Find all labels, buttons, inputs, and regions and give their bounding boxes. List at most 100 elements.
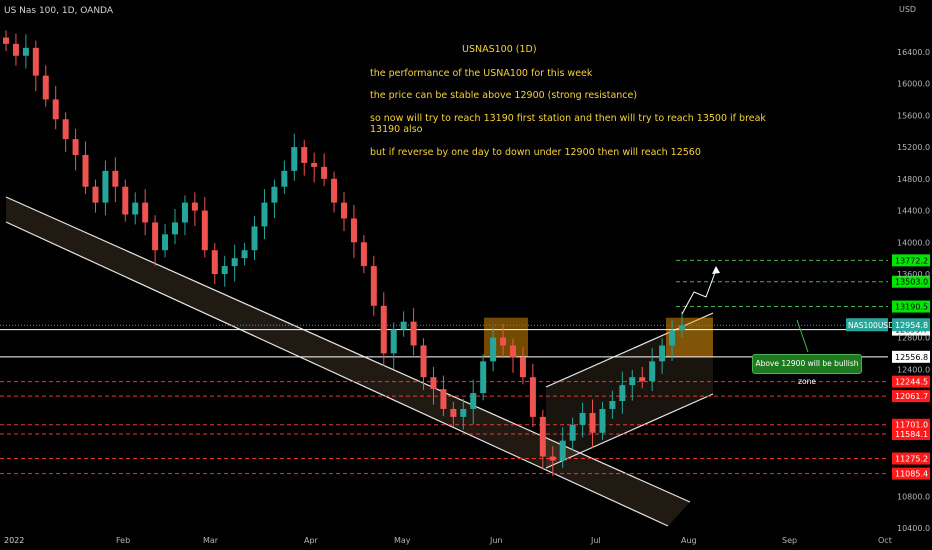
- candle-body-63: [629, 377, 636, 386]
- level-label-1: 13503.0: [895, 278, 928, 287]
- x-tick-5: Jun: [489, 536, 503, 545]
- level-label-8: 11584.1: [895, 430, 928, 439]
- candle-body-0: [3, 37, 9, 44]
- level-tag-0: [892, 254, 930, 267]
- level-label-7: 11701.0: [895, 421, 928, 430]
- level-tag-2: [892, 300, 930, 313]
- y-tick-9: 15600.0: [897, 111, 930, 120]
- candle-body-48: [480, 361, 487, 394]
- descending-channel-lower: [5, 221, 669, 527]
- symbol-header: US Nas 100, 1D, OANDA: [4, 6, 113, 16]
- x-tick-6: Jul: [590, 536, 601, 545]
- y-axis-currency: USD: [899, 5, 916, 14]
- x-tick-9: Oct: [878, 536, 892, 545]
- level-label-10: 11085.4: [895, 470, 928, 479]
- candle-body-20: [201, 210, 208, 251]
- candle-body-35: [350, 218, 357, 243]
- candle-body-53: [529, 377, 536, 417]
- y-tick-8: 15200.0: [897, 143, 930, 152]
- candle-body-24: [241, 250, 248, 259]
- y-tick-4: 13600.0: [897, 270, 930, 279]
- level-tag-8: [892, 428, 930, 441]
- candle-body-7: [72, 139, 79, 155]
- x-tick-3: Apr: [304, 536, 319, 545]
- candle-body-57: [569, 424, 576, 441]
- x-tick-2: Mar: [203, 536, 219, 545]
- candle-body-5: [52, 99, 59, 120]
- annotation-line-2: the price can be stable above 12900 (str…: [370, 90, 638, 101]
- candle-body-49: [490, 337, 497, 362]
- candle-body-55: [549, 456, 556, 461]
- level-label-0: 13772.2: [895, 256, 928, 265]
- descending-channel-upper: [5, 196, 691, 503]
- candle-body-62: [619, 385, 626, 402]
- candle-body-46: [460, 408, 467, 417]
- candle-body-16: [162, 234, 169, 251]
- level-tag-5: [892, 375, 930, 388]
- level-tag-4: [892, 350, 930, 363]
- candle-body-32: [321, 166, 328, 179]
- level-label-6: 12061.7: [895, 392, 928, 401]
- candle-body-18: [181, 202, 188, 223]
- x-tick-0: 2022: [4, 536, 24, 545]
- level-label-5: 12244.5: [895, 378, 928, 387]
- candle-body-2: [22, 47, 29, 56]
- candle-body-47: [470, 393, 477, 409]
- candle-body-64: [639, 377, 646, 382]
- candle-body-68: [679, 325, 685, 331]
- candle-body-44: [440, 389, 447, 409]
- y-tick-7: 14800.0: [897, 175, 930, 184]
- candle-body-23: [231, 258, 238, 267]
- level-tag-6: [892, 390, 930, 403]
- annotation-title: USNAS100 (1D): [462, 44, 537, 55]
- x-tick-4: May: [394, 536, 411, 545]
- candle-body-67: [669, 330, 676, 346]
- candle-body-52: [519, 357, 526, 378]
- candle-body-50: [500, 337, 507, 346]
- candle-body-27: [271, 186, 278, 203]
- candle-body-25: [251, 226, 258, 251]
- candle-body-14: [142, 202, 149, 223]
- candle-body-42: [420, 345, 427, 378]
- projection-arrow-icon: [712, 266, 720, 274]
- y-tick-1: 10800.0: [897, 492, 930, 501]
- candle-body-51: [510, 345, 516, 358]
- candle-body-39: [390, 329, 397, 354]
- annotation-line-4: but if reverse by one day to down under …: [370, 147, 701, 158]
- candle-body-28: [281, 170, 288, 187]
- candle-body-31: [311, 162, 318, 167]
- candle-body-58: [579, 412, 586, 425]
- candle-body-1: [12, 43, 19, 56]
- descending-channel-fill: [6, 197, 690, 526]
- candle-body-33: [331, 178, 338, 203]
- candle-body-43: [430, 377, 437, 390]
- ascending-channel-lower: [545, 393, 714, 469]
- candle-body-34: [341, 202, 347, 219]
- candle-body-60: [599, 408, 606, 433]
- level-tag-7: [892, 418, 930, 431]
- candle-body-59: [589, 412, 596, 433]
- candle-body-19: [191, 202, 198, 211]
- candle-body-61: [609, 401, 616, 409]
- level-label-9: 11275.2: [895, 455, 928, 464]
- price-tag-name-bg: [846, 318, 888, 332]
- candle-body-45: [450, 408, 457, 417]
- annotation-line-3b: 13190 also: [370, 124, 423, 135]
- candle-body-10: [102, 170, 109, 203]
- price-tag-name: NAS100USD: [848, 321, 894, 330]
- candle-body-15: [152, 222, 159, 251]
- annotation-line-1: the performance of the USNA100 for this …: [370, 68, 593, 79]
- x-tick-8: Sep: [782, 536, 797, 545]
- level-label-4: 12556.8: [895, 353, 928, 362]
- y-tick-10: 16000.0: [897, 80, 930, 89]
- bullish-zone-callout: Above 12900 will be bullish zone: [752, 354, 862, 386]
- candle-body-29: [291, 147, 298, 171]
- level-tag-9: [892, 452, 930, 465]
- candle-body-3: [32, 47, 39, 76]
- candle-body-11: [112, 170, 119, 187]
- ascending-channel-upper: [545, 312, 714, 388]
- candle-body-66: [659, 345, 666, 362]
- x-tick-1: Feb: [116, 536, 130, 545]
- candle-body-12: [122, 186, 129, 215]
